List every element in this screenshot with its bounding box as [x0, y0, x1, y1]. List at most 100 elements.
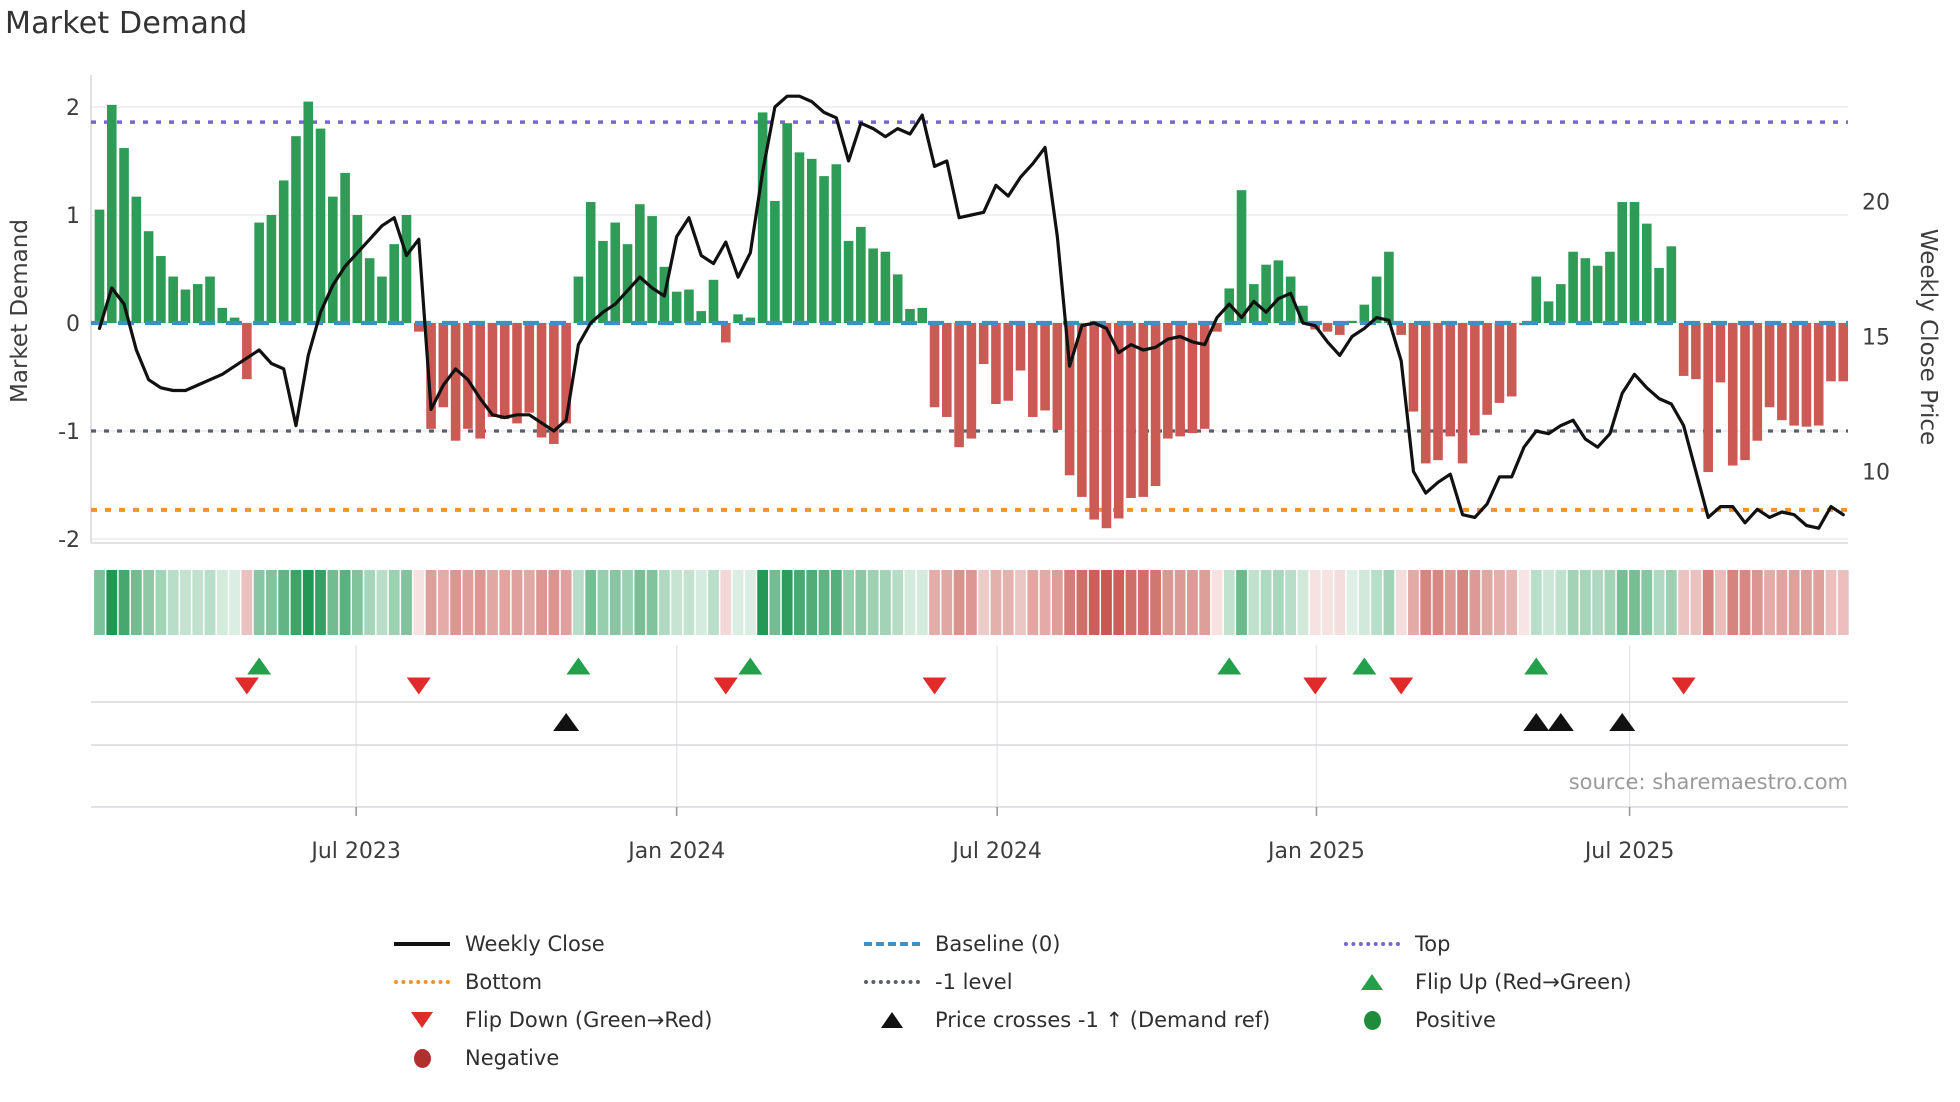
- y-tick-label-left: -2: [58, 528, 80, 553]
- legend-item: Bottom: [393, 963, 712, 1001]
- heatmap-cell: [757, 570, 769, 635]
- heatmap-cell: [1432, 570, 1444, 635]
- legend-item-label: Negative: [465, 1046, 560, 1070]
- demand-bar: [647, 216, 657, 323]
- heatmap-cell: [978, 570, 990, 635]
- flip-down-marker: [922, 677, 947, 695]
- demand-bar: [942, 323, 952, 417]
- demand-bar: [168, 276, 178, 323]
- demand-bar: [1789, 323, 1799, 426]
- demand-bar: [413, 323, 424, 332]
- heatmap-cell: [376, 570, 388, 635]
- heatmap-cell: [1371, 570, 1383, 635]
- legend-item: Flip Down (Green→Red): [393, 1001, 712, 1039]
- heatmap-cell: [229, 570, 240, 635]
- heatmap-cell: [1113, 570, 1125, 635]
- demand-bar: [254, 222, 264, 323]
- top-line-icon: [1343, 942, 1401, 946]
- heatmap-cell: [1788, 570, 1800, 635]
- price-cross-marker: [1547, 713, 1574, 731]
- heatmap-cell: [327, 570, 339, 635]
- demand-bar: [1052, 323, 1063, 430]
- heatmap-cell: [1076, 570, 1088, 635]
- demand-bar: [794, 152, 805, 323]
- heatmap-cell: [401, 570, 412, 635]
- demand-bar: [1433, 323, 1443, 461]
- demand-bar: [1470, 323, 1480, 436]
- heatmap-cell: [1162, 570, 1174, 635]
- demand-bar: [757, 112, 768, 324]
- demand-bar: [1126, 323, 1136, 498]
- demand-bar: [622, 244, 633, 323]
- heatmap-cell: [855, 570, 867, 635]
- demand-bar: [1163, 323, 1173, 439]
- demand-bar: [1077, 323, 1087, 497]
- demand-bar: [217, 307, 228, 323]
- demand-bar: [1064, 323, 1075, 476]
- heatmap-cell: [916, 570, 928, 635]
- positive-icon: [1363, 1010, 1381, 1030]
- heatmap-cell: [1395, 570, 1407, 635]
- heatmap-cell: [720, 570, 732, 635]
- heatmap-cell: [425, 570, 437, 635]
- heatmap-cell: [1579, 570, 1591, 635]
- demand-bar: [1420, 323, 1431, 464]
- demand-bar: [1556, 284, 1566, 323]
- heatmap-cell: [216, 570, 228, 635]
- heatmap-cell: [1739, 570, 1751, 635]
- heatmap-cell: [1027, 570, 1039, 635]
- demand-bar: [1715, 323, 1726, 383]
- price-cross-marker: [1523, 713, 1550, 731]
- heatmap-cell: [622, 570, 633, 635]
- heatmap-cell: [511, 570, 523, 635]
- legend-item-label: Weekly Close: [465, 932, 605, 956]
- heatmap-cell: [548, 570, 560, 635]
- heatmap-cell: [1039, 570, 1051, 635]
- demand-bar: [352, 215, 363, 323]
- price-cross-marker: [553, 713, 580, 731]
- demand-bar: [708, 279, 719, 323]
- heatmap-cell: [744, 570, 756, 635]
- heatmap-cell: [867, 570, 879, 635]
- demand-bar: [1605, 251, 1615, 323]
- demand-bar: [1273, 260, 1284, 323]
- heatmap-cell: [1567, 570, 1579, 635]
- heatmap-cell: [880, 570, 891, 635]
- demand-bar: [536, 323, 547, 438]
- heatmap-cell: [585, 570, 597, 635]
- demand-bar: [1359, 304, 1370, 323]
- demand-bar: [426, 323, 436, 429]
- heatmap-cell: [794, 570, 805, 635]
- legend-item: Price crosses -1 ↑ (Demand ref): [863, 1001, 1270, 1039]
- heatmap-cell: [180, 570, 191, 635]
- demand-bar: [229, 317, 240, 323]
- y-tick-label-left: 2: [66, 96, 80, 121]
- demand-bar: [1089, 323, 1099, 520]
- demand-bar: [94, 209, 105, 323]
- legend-column: Baseline (0) -1 level Price crosses -1 ↑ (…: [863, 925, 1270, 1039]
- heatmap-cell: [450, 570, 462, 635]
- demand-bar: [720, 323, 731, 343]
- demand-bar: [1457, 323, 1468, 464]
- heatmap-cell: [106, 570, 118, 635]
- heatmap-cell: [1272, 570, 1284, 635]
- heatmap-cell: [1002, 570, 1014, 635]
- demand-bar: [1212, 323, 1222, 332]
- demand-bar: [549, 323, 559, 444]
- demand-bar: [315, 128, 326, 323]
- demand-bar: [1801, 323, 1812, 427]
- heatmap-cell: [1358, 570, 1370, 635]
- demand-bar: [1777, 323, 1787, 421]
- heatmap-cell: [290, 570, 302, 635]
- heatmap-cell: [1543, 570, 1554, 635]
- heatmap-cell: [732, 570, 744, 635]
- heatmap-cell: [892, 570, 904, 635]
- heatmap-cell: [1592, 570, 1604, 635]
- demand-bar: [242, 323, 252, 380]
- heatmap-cell: [658, 570, 670, 635]
- flip-down-icon: [411, 1012, 433, 1028]
- heatmap-cell: [1236, 570, 1247, 635]
- demand-bar: [438, 323, 449, 408]
- heatmap-cell: [1150, 570, 1161, 635]
- heatmap-cell: [1751, 570, 1763, 635]
